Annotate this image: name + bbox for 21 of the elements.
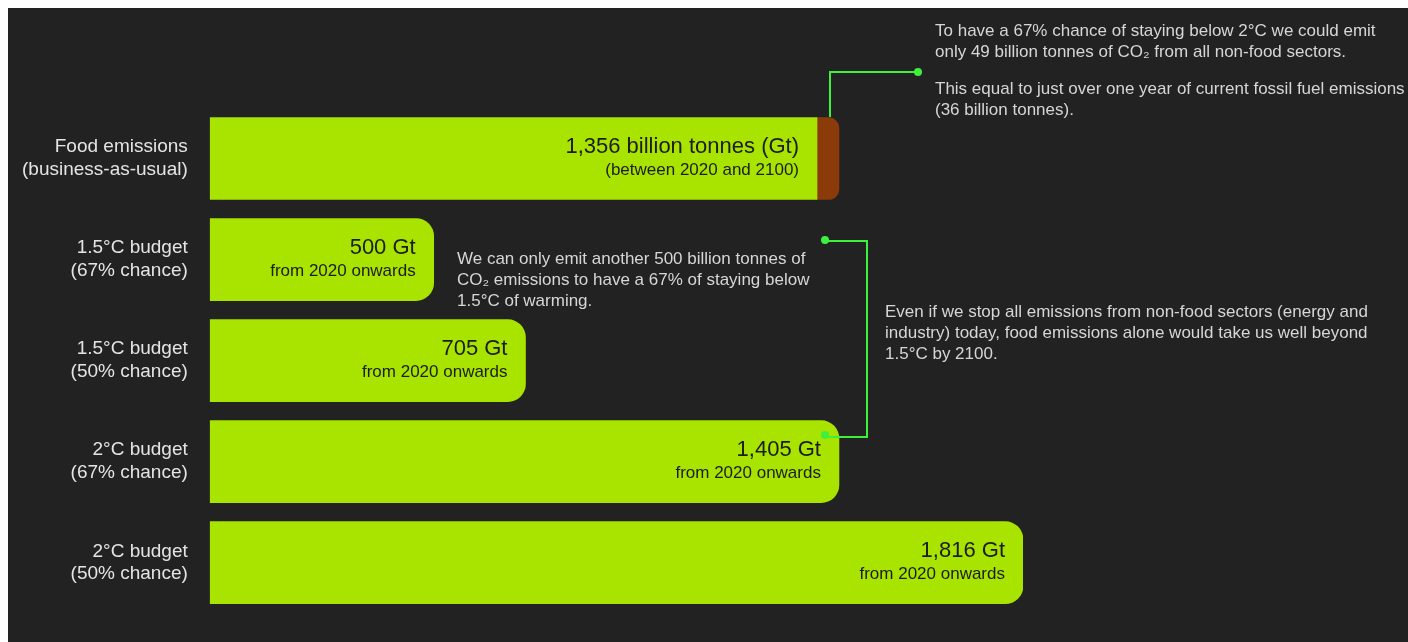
data-label: 500 Gt from 2020 onwards	[270, 233, 416, 281]
annotation: This equal to just over one year of current fossil fuel emissions (36 billion tonnes).	[935, 78, 1405, 120]
bar	[209, 521, 1023, 605]
bar	[209, 117, 818, 200]
data-label: 1,356 billion tonnes (Gt)	[565, 132, 800, 158]
y-tick-label: 1.5°C budget (50% chance)	[70, 337, 189, 382]
annotation: (between 2020 and 2100)	[605, 160, 800, 180]
bar	[209, 420, 840, 503]
data-label: 705 Gt from 2020 onwards	[361, 334, 508, 382]
data-label: 1,405 Gt from 2020 onwards	[675, 435, 821, 483]
bar	[816, 117, 840, 200]
bar	[209, 218, 435, 301]
y-tick-label: 2°C budget (67% chance)	[70, 438, 189, 483]
annotation: Even if we stop all emissions from non-food sectors (energy and industry) today, food emissions alone would take us well beyond 1.5°C by 2100.	[885, 301, 1369, 364]
y-tick-label: 2°C budget (50% chance)	[70, 539, 189, 584]
data-label: 1,816 Gt from 2020 onwards	[859, 536, 1005, 584]
y-tick-label: 1.5°C budget (67% chance)	[70, 236, 189, 281]
y-tick-label: Food emissions (business-as-usual)	[21, 135, 188, 180]
text: To have a 67% chance of staying below 2°C we could emit only 49 billion tonnes of CO₂ from all non-food sectors.	[935, 20, 1377, 62]
annotation: We can only emit another 500 billion tonnes of CO₂ emissions to have a 67% of staying below 1.5°C of warming.	[457, 248, 811, 311]
bar	[209, 319, 526, 402]
